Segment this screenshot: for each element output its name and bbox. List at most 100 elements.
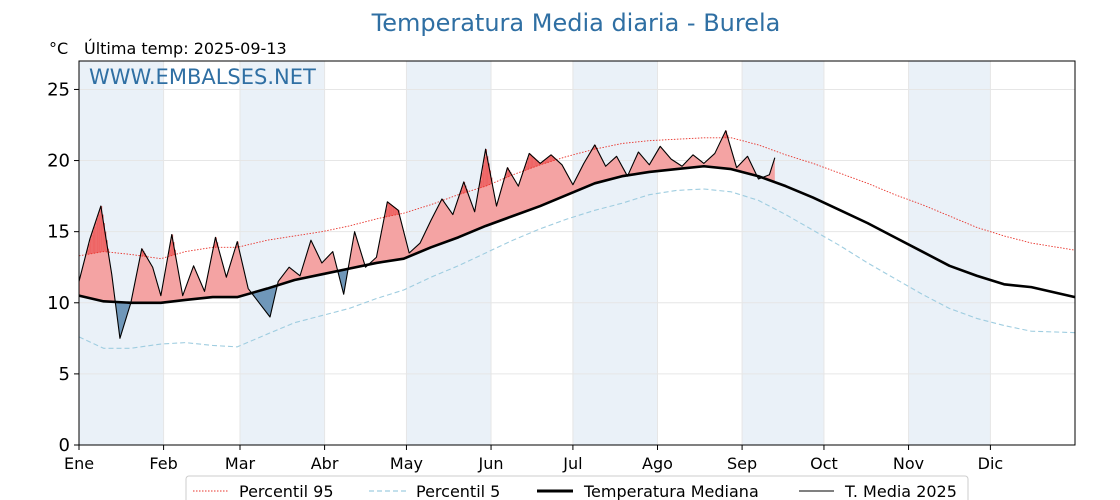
above-p95-fill (527, 157, 530, 170)
series-line-percentil-5 (78, 188, 1076, 349)
above-p95-fill (92, 230, 95, 254)
above-p95-fill (484, 157, 486, 187)
above-p95-fill (463, 181, 466, 193)
legend-p5-label: Percentil 5 (416, 482, 500, 500)
above-p95-fill (462, 185, 464, 194)
above-p95-fill (480, 180, 482, 188)
above-p95-fill (481, 172, 483, 188)
above-p95-fill (391, 205, 393, 216)
above-median-fill (130, 234, 253, 303)
above-p95-fill (549, 155, 552, 162)
above-p95-fill (526, 161, 528, 170)
x-tick-label-dic: Dic (978, 454, 1004, 473)
anomaly-fills (79, 130, 775, 339)
above-p95-fill (143, 251, 145, 257)
above-p95-fill (722, 136, 725, 138)
above-p95-fill (171, 234, 174, 256)
below-median-fill (115, 301, 131, 339)
above-p95-fill (392, 206, 395, 216)
month-band-jul (572, 61, 658, 445)
x-tick-label-jul: Jul (562, 454, 582, 473)
above-p95-fill (461, 190, 463, 194)
above-p95-fill (489, 170, 492, 185)
above-p95-fill (530, 154, 532, 169)
legend-box (185, 475, 969, 500)
x-tick-label-feb: Feb (149, 454, 177, 473)
above-median-fill (628, 130, 758, 177)
y-tick-label: 10 (47, 293, 70, 314)
above-p95-fill (546, 158, 549, 163)
legend: Percentil 95 Percentil 5 Temperatura Med… (185, 475, 969, 500)
x-tick-label-may: May (390, 454, 423, 473)
above-p95-fill (724, 133, 726, 138)
chart-title: Temperatura Media diaria - Burela (371, 9, 781, 37)
above-p95-fill (537, 160, 539, 166)
above-p95-fill (507, 167, 509, 178)
above-p95-fill (96, 218, 99, 253)
y-tick-label: 20 (47, 151, 70, 172)
above-p95-fill (482, 164, 485, 188)
above-p95-fill (553, 157, 556, 161)
above-p95-fill (486, 156, 489, 186)
x-tick-label-jun: Jun (478, 454, 504, 473)
above-p95-fill (141, 248, 144, 256)
above-p95-fill (485, 149, 487, 187)
series-line-percentil-95 (78, 137, 1076, 260)
x-tick-label-abr: Abr (311, 454, 339, 473)
x-tick-label-ene: Ene (64, 454, 94, 473)
above-p95-fill (98, 214, 100, 253)
above-p95-fill (508, 169, 511, 177)
above-p95-fill (95, 222, 97, 253)
above-p95-fill (170, 242, 172, 256)
above-p95-fill (395, 208, 397, 215)
above-p95-fill (88, 244, 90, 255)
legend-median-label: Temperatura Mediana (583, 482, 759, 500)
above-p95-fill (529, 153, 531, 169)
above-median-fill (79, 206, 116, 307)
above-p95-fill (102, 214, 104, 252)
above-p95-fill (506, 172, 508, 178)
above-p95-fill (89, 238, 92, 254)
x-tick-label-nov: Nov (893, 454, 924, 473)
above-p95-fill (169, 249, 171, 257)
above-median-fill (369, 144, 628, 265)
above-p95-fill (394, 207, 396, 216)
last-temp-label: Última temp: 2025-09-13 (84, 39, 287, 58)
above-p95-fill (104, 231, 107, 252)
above-p95-fill (387, 201, 389, 217)
above-p95-fill (544, 160, 546, 164)
legend-current-label: T. Media 2025 (844, 482, 957, 500)
plot-frame (78, 60, 1076, 446)
month-band-sep (742, 61, 824, 445)
unit-label: °C (49, 39, 68, 58)
above-p95-fill (523, 169, 526, 171)
above-p95-fill (593, 147, 595, 150)
above-p95-fill (534, 158, 537, 167)
above-p95-fill (545, 159, 547, 164)
y-tick-label: 15 (47, 222, 70, 243)
above-p95-fill (91, 234, 93, 254)
above-p95-fill (385, 208, 388, 217)
watermark: WWW.EMBALSES.NET (89, 65, 316, 89)
above-p95-fill (384, 215, 386, 218)
series-line-mediana (78, 164, 1076, 305)
above-p95-fill (100, 206, 103, 253)
x-tick-label-oct: Oct (810, 454, 838, 473)
above-p95-fill (388, 202, 391, 217)
above-p95-fill (215, 237, 217, 248)
x-tick-label-sep: Sep (727, 454, 757, 473)
above-p95-fill (99, 210, 101, 253)
above-p95-fill (488, 163, 490, 186)
above-p95-fill (552, 156, 554, 161)
above-p95-fill (87, 249, 89, 255)
above-p95-fill (531, 155, 534, 168)
series-line-media-2025 (78, 130, 776, 339)
month-band-nov (908, 61, 991, 445)
x-tick-label-mar: Mar (225, 454, 256, 473)
x-tick-label-ago: Ago (642, 454, 673, 473)
legend-p95-label: Percentil 95 (239, 482, 334, 500)
above-p95-fill (94, 226, 96, 254)
series-lines (78, 130, 1076, 349)
x-axis-ticks: Ene Feb Mar Abr May Jun Jul Ago Sep Oct Nov Dic (64, 445, 1003, 473)
